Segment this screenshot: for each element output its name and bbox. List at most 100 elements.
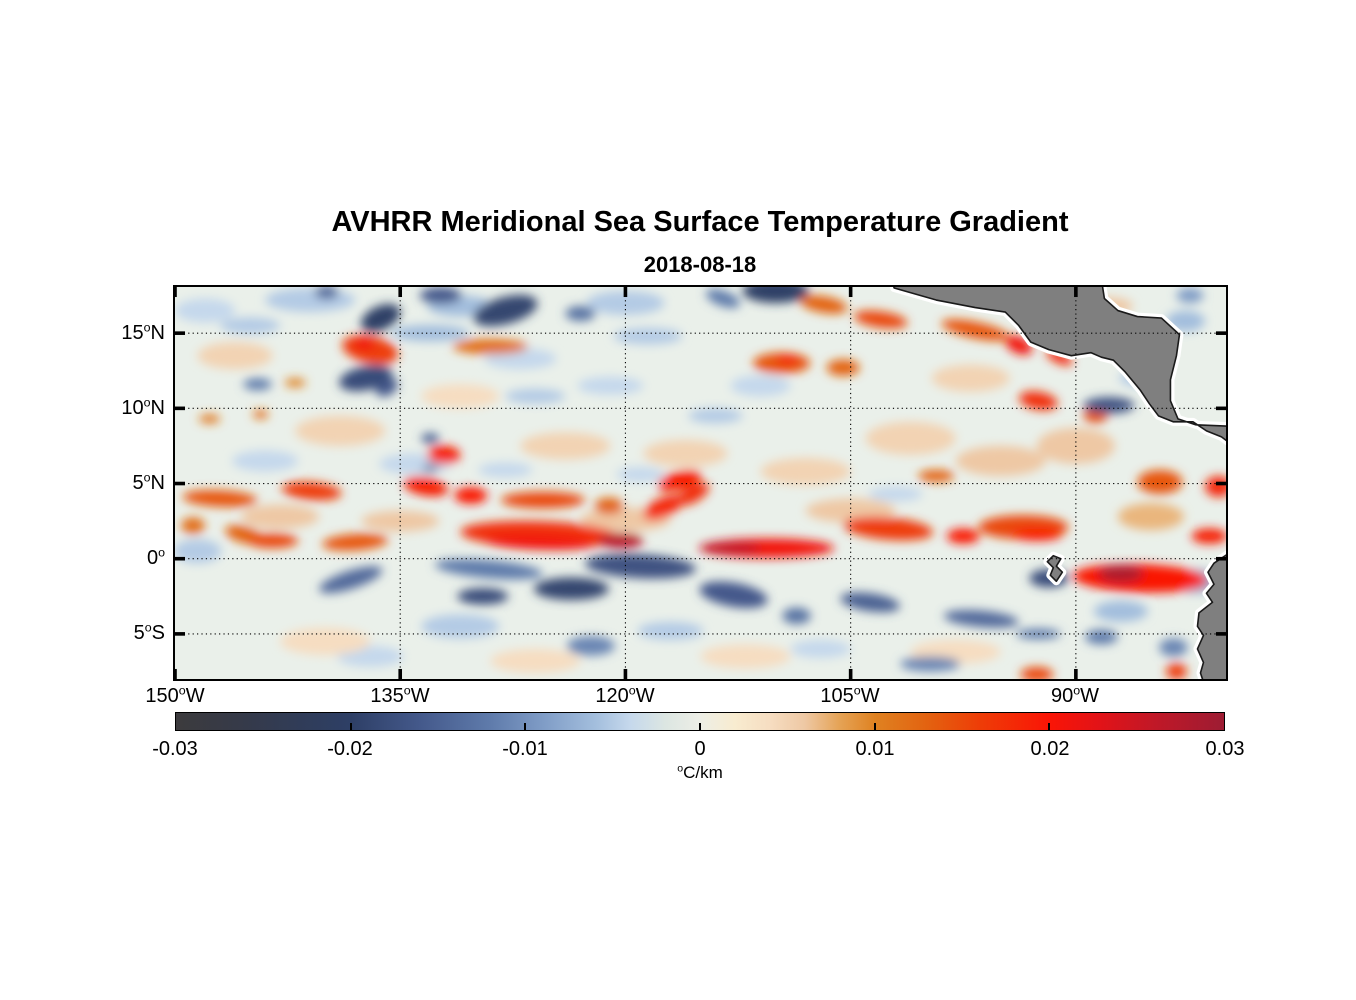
y-tick-label: 5oS <box>133 620 165 644</box>
x-tick-label: 105oW <box>820 683 880 707</box>
sst-gradient-blob <box>295 415 386 446</box>
colorbar-tick-mark <box>1048 723 1051 730</box>
y-tick-mark <box>1215 481 1226 486</box>
colorbar-tick-mark <box>873 723 876 730</box>
sst-gradient-blob <box>484 534 596 550</box>
sst-gradient-blob <box>955 445 1046 476</box>
x-tick-label: 135oW <box>370 683 430 707</box>
sst-gradient-blob <box>452 339 528 355</box>
colorbar-unit-label: oC/km <box>677 762 723 782</box>
sst-gradient-blob <box>284 378 306 388</box>
sst-gradient-blob <box>598 533 644 549</box>
y-tick-label: 10oN <box>121 395 165 420</box>
sst-gradient-blob <box>1137 469 1183 495</box>
x-tick-label: 90oW <box>1050 683 1100 707</box>
sst-gradient-blob <box>586 291 665 316</box>
x-tick-mark <box>623 668 628 679</box>
sst-gradient-blob <box>280 627 371 655</box>
sst-gradient-blob <box>421 465 439 472</box>
sst-gradient-blob <box>427 445 461 464</box>
colorbar-tick-mark <box>699 723 701 730</box>
sst-gradient-blob <box>421 384 500 409</box>
south-america-landmass <box>1196 554 1226 679</box>
sst-gradient-blob <box>566 636 615 656</box>
sst-gradient-blob <box>454 487 488 504</box>
sst-gradient-blob <box>199 414 221 424</box>
sst-gradient-blob <box>505 388 566 404</box>
sst-gradient-blob <box>1191 528 1226 544</box>
sst-gradient-blob <box>182 490 258 507</box>
x-tick-label: 120oW <box>595 683 655 707</box>
sst-gradient-blob <box>322 533 389 551</box>
sst-gradient-blob <box>805 498 896 523</box>
x-tick-label: 150oW <box>145 683 205 707</box>
x-tick-mark <box>623 287 628 298</box>
sst-gradient-blob <box>339 365 393 392</box>
sst-gradient-blob <box>314 287 339 300</box>
sst-gradient-map <box>175 287 1226 679</box>
sst-gradient-blob <box>1019 391 1058 411</box>
sst-gradient-blob <box>775 354 800 366</box>
sst-gradient-blob <box>760 457 851 486</box>
sst-gradient-blob <box>657 470 702 491</box>
sst-gradient-blob <box>1165 663 1187 679</box>
x-tick-mark <box>398 287 403 298</box>
sst-gradient-blob <box>473 294 538 327</box>
colorbar-tick-label: 0.01 <box>855 738 895 760</box>
sst-gradient-blob <box>637 621 704 640</box>
y-tick-mark <box>1215 331 1226 335</box>
y-tick-label: 5oN <box>132 470 165 495</box>
sst-gradient-blob <box>584 553 696 579</box>
x-tick-mark <box>1074 287 1078 298</box>
sst-gradient-blob <box>281 481 342 501</box>
colorbar <box>175 712 1225 731</box>
sst-gradient-blob <box>457 588 509 605</box>
sst-gradient-blob <box>643 495 683 521</box>
central-america-landmass <box>893 287 1226 442</box>
x-tick-mark <box>175 668 177 679</box>
sst-gradient-blob <box>565 306 596 322</box>
colorbar-tick-label: 0.03 <box>1205 738 1245 760</box>
y-tick-mark <box>1215 406 1226 411</box>
sst-gradient-blob <box>419 287 462 304</box>
x-tick-mark <box>848 668 853 679</box>
sst-gradient-blob <box>941 319 1010 341</box>
sst-gradient-blob <box>676 482 710 506</box>
x-tick-mark <box>175 287 177 298</box>
sst-gradient-blob <box>265 288 356 313</box>
chart-date-subtitle: 2018-08-18 <box>643 252 757 277</box>
sst-gradient-blob <box>175 539 222 564</box>
y-tick-mark <box>175 632 186 636</box>
sst-gradient-blob <box>782 607 811 625</box>
sst-gradient-blob <box>700 542 761 555</box>
colorbar-tick-label: 0 <box>694 738 706 760</box>
y-tick-mark <box>175 556 186 561</box>
sst-gradient-blob <box>931 364 1010 392</box>
sst-gradient-blob <box>1084 629 1118 645</box>
sst-gradient-blob <box>243 378 272 391</box>
sst-gradient-blob <box>1117 503 1184 531</box>
sst-gradient-blob <box>918 469 955 482</box>
x-tick-mark <box>1074 668 1078 679</box>
sst-gradient-blob <box>1020 666 1054 679</box>
sst-gradient-blob <box>1159 638 1188 657</box>
sst-gradient-blob <box>688 408 743 424</box>
sst-gradient-blob <box>241 504 320 529</box>
y-tick-mark <box>175 406 186 411</box>
sst-gradient-blob <box>391 324 470 342</box>
y-tick-mark <box>175 331 186 335</box>
sst-gradient-blob <box>353 337 375 350</box>
sst-gradient-blob <box>434 559 543 580</box>
sst-gradient-blob <box>705 289 741 308</box>
sst-gradient-blob <box>865 421 956 455</box>
sst-gradient-blob <box>946 528 980 544</box>
sst-gradient-blob <box>421 614 500 639</box>
sst-gradient-blob <box>643 439 728 467</box>
y-tick-label: 0o <box>146 545 165 569</box>
sst-gradient-blob <box>1011 528 1063 541</box>
sst-gradient-blob <box>616 466 665 482</box>
y-tick-mark <box>1215 556 1226 561</box>
sst-gradient-blob <box>826 359 860 376</box>
sst-gradient-blob <box>1093 600 1148 622</box>
